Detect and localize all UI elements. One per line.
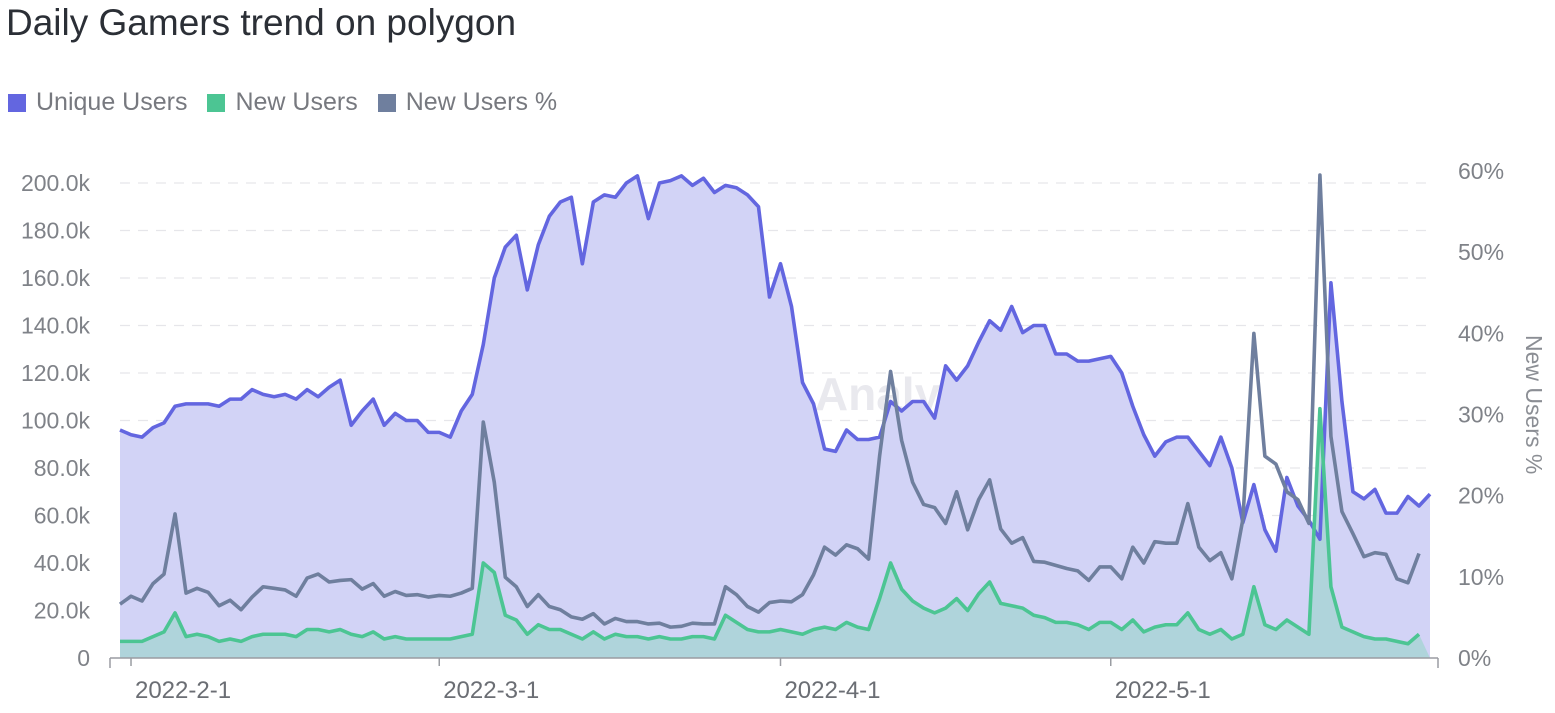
y2-tick-label: 10% xyxy=(1458,564,1504,590)
y2-tick-label: 30% xyxy=(1458,402,1504,428)
x-axis-ticks: 2022-2-1 2022-3-1 2022-4-1 2022-5-1 xyxy=(135,677,1211,704)
y2-tick-label: 40% xyxy=(1458,320,1504,346)
y-tick-label: 0 xyxy=(77,645,90,671)
axes xyxy=(109,657,1439,668)
area-unique-users xyxy=(120,175,1430,658)
chart-title: Daily Gamers trend on polygon xyxy=(6,2,517,43)
y-tick-label: 80.0k xyxy=(34,455,91,481)
x-tick-label: 2022-5-1 xyxy=(1115,677,1211,704)
y-axis-ticks: 0 20.0k 40.0k 60.0k 80.0k 100.0k 120.0k 140.0k 1… xyxy=(21,170,91,671)
line-new-users[interactable] xyxy=(120,406,1421,646)
y2-tick-label: 50% xyxy=(1458,239,1504,265)
area-new-users xyxy=(120,408,1430,658)
legend-swatch-new-users xyxy=(207,93,226,112)
y-tick-label: 120.0k xyxy=(21,360,91,386)
y-tick-label: 40.0k xyxy=(34,550,91,576)
x-tick-label: 2022-4-1 xyxy=(784,677,880,704)
line-new-users-pct[interactable] xyxy=(118,173,1421,629)
legend-label-new-users-pct: New Users % xyxy=(405,88,558,116)
y2-axis-title: New Users % xyxy=(1521,335,1547,474)
legend-label-new-users: New Users xyxy=(235,88,358,116)
line-unique-users[interactable] xyxy=(119,174,1432,553)
y2-axis-ticks: 0% 10% 20% 30% 40% 50% 60% xyxy=(1458,158,1504,671)
y2-tick-label: 20% xyxy=(1458,483,1504,509)
legend-swatch-unique-users xyxy=(8,93,26,112)
x-tick-label: 2022-2-1 xyxy=(135,677,231,704)
y2-tick-label: 60% xyxy=(1458,158,1504,184)
y-tick-label: 100.0k xyxy=(21,408,91,434)
legend-item-unique-users[interactable]: Unique Users xyxy=(8,88,187,117)
x-tick-label: 2022-3-1 xyxy=(443,677,539,704)
y-tick-label: 160.0k xyxy=(21,265,91,291)
y-tick-label: 200.0k xyxy=(21,170,91,196)
legend-label-unique-users: Unique Users xyxy=(36,88,188,116)
y-tick-label: 60.0k xyxy=(34,503,91,529)
legend-swatch-new-users-pct xyxy=(377,93,396,112)
legend-item-new-users[interactable]: New Users xyxy=(207,88,358,117)
y-tick-label: 180.0k xyxy=(21,218,91,244)
y-tick-label: 20.0k xyxy=(34,598,91,624)
legend-item-new-users-pct[interactable]: New Users % xyxy=(377,88,558,117)
series-lines xyxy=(118,173,1432,646)
y2-tick-label: 0% xyxy=(1458,645,1491,671)
series-areas xyxy=(120,175,1430,658)
legend: Unique Users New Users New Users % xyxy=(8,88,577,117)
y-tick-label: 140.0k xyxy=(21,313,91,339)
